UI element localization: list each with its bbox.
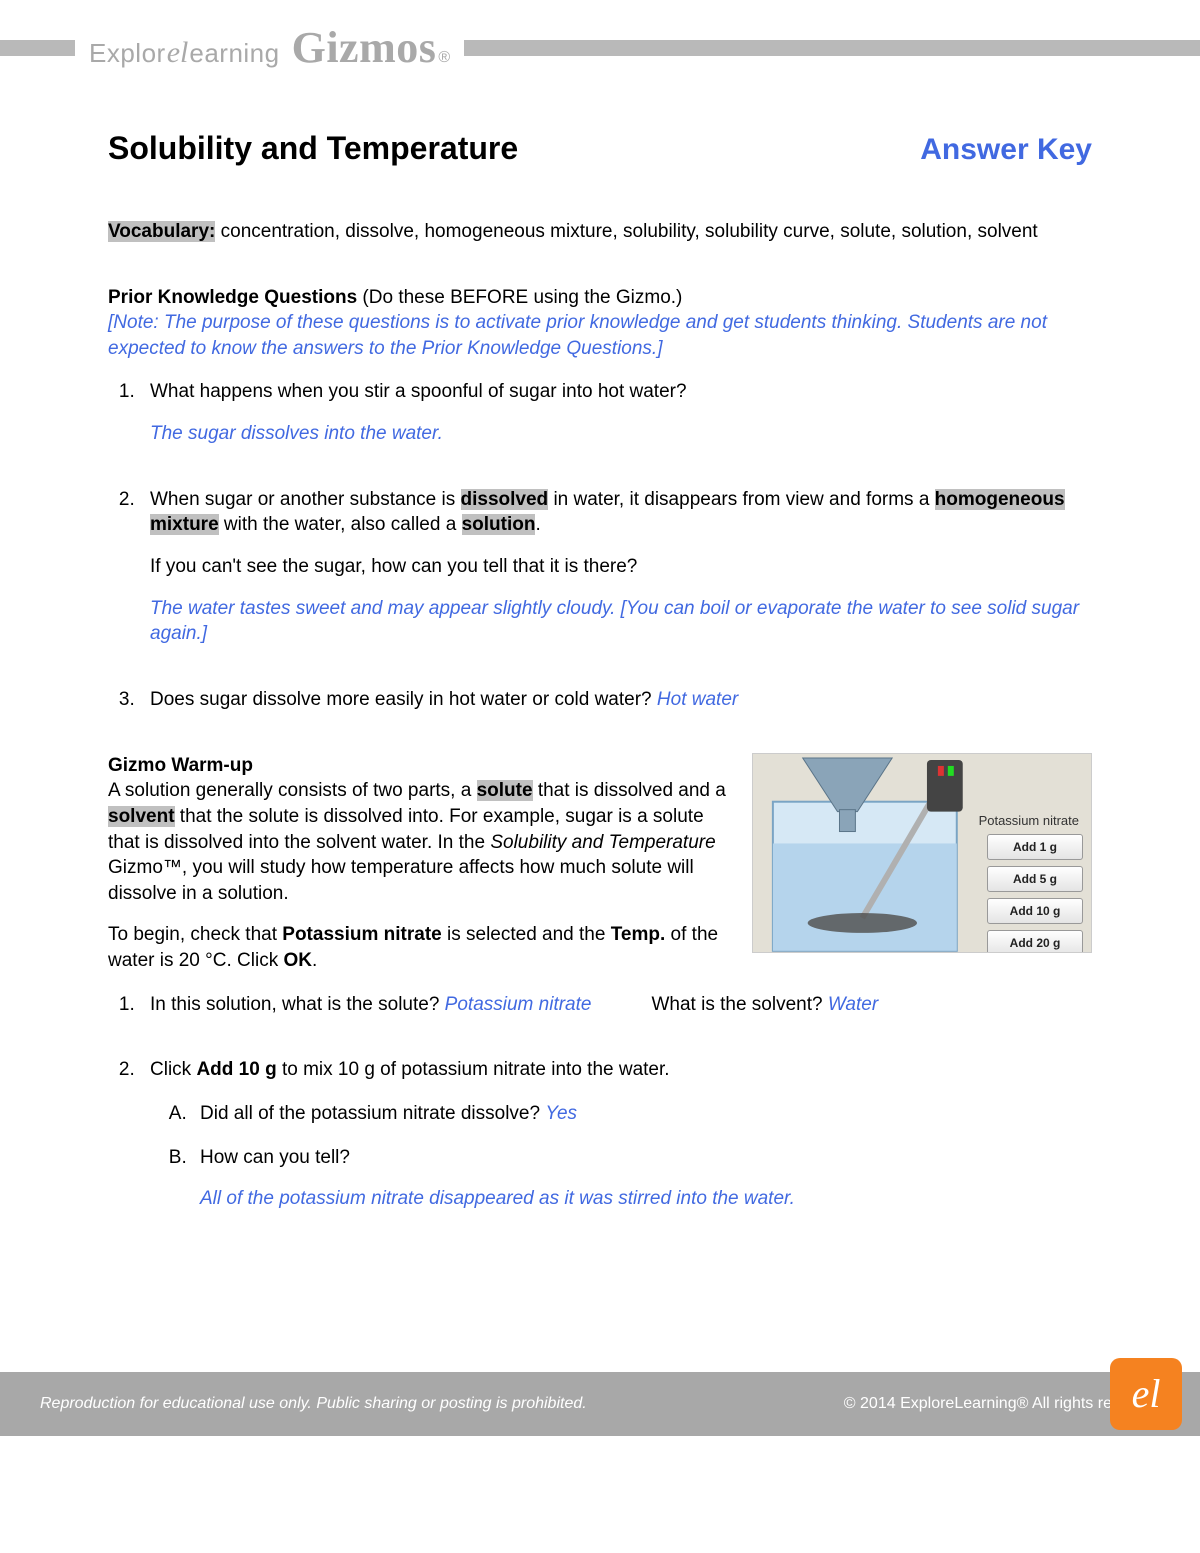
pkq2-pre: When sugar or another substance is bbox=[150, 489, 461, 510]
add-10g-button[interactable]: Add 10 g bbox=[987, 898, 1083, 924]
warmup-q2-sublist: Did all of the potassium nitrate dissolv… bbox=[150, 1101, 1092, 1212]
brand-logo: Explor el earning Gizmos ® bbox=[89, 18, 450, 77]
brand-learning: earning bbox=[189, 36, 279, 71]
footer: Reproduction for educational use only. P… bbox=[0, 1372, 1200, 1436]
wq2b-a: All of the potassium nitrate disappeared… bbox=[200, 1186, 1092, 1212]
pkq2-answer: The water tastes sweet and may appear sl… bbox=[150, 596, 1092, 647]
warmup-p1a: A solution generally consists of two par… bbox=[108, 780, 477, 801]
vocabulary-section: Vocabulary: concentration, dissolve, hom… bbox=[108, 219, 1092, 245]
warmup-q2a: Did all of the potassium nitrate dissolv… bbox=[192, 1101, 1092, 1127]
wq2-pre: Click bbox=[150, 1059, 196, 1080]
pkq-note: [Note: The purpose of these questions is… bbox=[108, 310, 1092, 361]
vocabulary-terms: concentration, dissolve, homogeneous mix… bbox=[215, 221, 1037, 242]
pkq2-mid2: with the water, also called a bbox=[219, 514, 462, 535]
header-bar-left bbox=[0, 40, 75, 56]
pkq1-question: What happens when you stir a spoonful of… bbox=[150, 379, 1092, 405]
wq1-solvent-a: Water bbox=[828, 994, 878, 1015]
footer-left: Reproduction for educational use only. P… bbox=[40, 1393, 587, 1415]
warmup-section: Gizmo Warm-up A solution generally consi… bbox=[108, 753, 1092, 1212]
pkq3-answer: Hot water bbox=[657, 689, 738, 710]
wq1-solvent-q: What is the solvent? bbox=[651, 994, 827, 1015]
pkq-item-2: When sugar or another substance is disso… bbox=[140, 487, 1092, 647]
wq2b-q: How can you tell? bbox=[200, 1145, 1092, 1171]
pkq3-question: Does sugar dissolve more easily in hot w… bbox=[150, 689, 657, 710]
footer-badge-icon: el bbox=[1110, 1358, 1182, 1430]
brand-registered: ® bbox=[438, 47, 450, 69]
warmup-text: Gizmo Warm-up A solution generally consi… bbox=[108, 753, 730, 974]
prior-knowledge-section: Prior Knowledge Questions (Do these BEFO… bbox=[108, 285, 1092, 713]
warmup-q1-solvent: What is the solvent? Water bbox=[651, 992, 878, 1018]
pkq-sub: (Do these BEFORE using the Gizmo.) bbox=[357, 287, 682, 308]
warmup-q2-text: Click Add 10 g to mix 10 g of potassium … bbox=[150, 1057, 1092, 1083]
vocabulary-label: Vocabulary: bbox=[108, 221, 215, 242]
warmup-b3: OK bbox=[283, 950, 312, 971]
pkq2-mid1: in water, it disappears from view and fo… bbox=[548, 489, 935, 510]
warmup-gizmo-name: Solubility and Temperature bbox=[490, 832, 715, 853]
warmup-p1d: Gizmo™, you will study how temperature a… bbox=[108, 857, 694, 904]
warmup-b1: Potassium nitrate bbox=[282, 924, 441, 945]
header-bar-right bbox=[464, 40, 1200, 56]
add-1g-button[interactable]: Add 1 g bbox=[987, 834, 1083, 860]
warmup-list: In this solution, what is the solute? Po… bbox=[108, 992, 1092, 1212]
warmup-b2: Temp. bbox=[611, 924, 666, 945]
warmup-heading: Gizmo Warm-up bbox=[108, 753, 730, 779]
warmup-q1-pair: In this solution, what is the solute? Po… bbox=[150, 992, 1092, 1018]
warmup-q2: Click Add 10 g to mix 10 g of potassium … bbox=[140, 1057, 1092, 1212]
title-row: Solubility and Temperature Answer Key bbox=[108, 127, 1092, 171]
pkq-item-3: Does sugar dissolve more easily in hot w… bbox=[140, 687, 1092, 713]
warmup-p2: To begin, check that Potassium nitrate i… bbox=[108, 922, 730, 973]
figure-buttons: Add 1 g Add 5 g Add 10 g Add 20 g bbox=[987, 834, 1083, 953]
warmup-hl-solvent: solvent bbox=[108, 806, 175, 827]
pkq2-follow: If you can't see the sugar, how can you … bbox=[150, 554, 1092, 580]
pkq2-text: When sugar or another substance is disso… bbox=[150, 487, 1092, 538]
wq2a-q: Did all of the potassium nitrate dissolv… bbox=[200, 1103, 545, 1124]
pkq2-hl-solution: solution bbox=[462, 514, 536, 535]
warmup-p1: A solution generally consists of two par… bbox=[108, 778, 730, 906]
header-banner: Explor el earning Gizmos ® bbox=[0, 0, 1200, 87]
brand-gizmos: Gizmos bbox=[292, 18, 437, 77]
pkq1-answer: The sugar dissolves into the water. bbox=[150, 421, 1092, 447]
wq1-solute-q: In this solution, what is the solute? bbox=[150, 994, 445, 1015]
warmup-q1-solute: In this solution, what is the solute? Po… bbox=[150, 992, 591, 1018]
pkq2-hl-dissolved: dissolved bbox=[461, 489, 549, 510]
warmup-p2a: To begin, check that bbox=[108, 924, 282, 945]
wq2-bold: Add 10 g bbox=[196, 1059, 276, 1080]
pkq-heading-row: Prior Knowledge Questions (Do these BEFO… bbox=[108, 285, 1092, 311]
warmup-p2d: . bbox=[312, 950, 317, 971]
page-title: Solubility and Temperature bbox=[108, 127, 518, 170]
add-20g-button[interactable]: Add 20 g bbox=[987, 930, 1083, 952]
wq2-post: to mix 10 g of potassium nitrate into th… bbox=[277, 1059, 670, 1080]
brand-explore: Explor bbox=[89, 36, 166, 71]
pkq-heading: Prior Knowledge Questions bbox=[108, 287, 357, 308]
pkq-item-1: What happens when you stir a spoonful of… bbox=[140, 379, 1092, 446]
page-content: Solubility and Temperature Answer Key Vo… bbox=[0, 87, 1200, 1312]
gizmo-figure: Potassium nitrate Add 1 g Add 5 g Add 10… bbox=[752, 753, 1092, 953]
wq2a-a: Yes bbox=[545, 1103, 577, 1124]
answer-key-label: Answer Key bbox=[920, 130, 1092, 171]
warmup-p1b: that is dissolved and a bbox=[533, 780, 726, 801]
pkq-list: What happens when you stir a spoonful of… bbox=[108, 379, 1092, 712]
wq1-solute-a: Potassium nitrate bbox=[445, 994, 592, 1015]
pkq2-end: . bbox=[535, 514, 540, 535]
add-5g-button[interactable]: Add 5 g bbox=[987, 866, 1083, 892]
warmup-q2b: How can you tell? All of the potassium n… bbox=[192, 1145, 1092, 1212]
warmup-wrap: Gizmo Warm-up A solution generally consi… bbox=[108, 753, 1092, 974]
figure-label: Potassium nitrate bbox=[979, 812, 1079, 830]
warmup-p2b: is selected and the bbox=[442, 924, 611, 945]
brand-el-icon: el bbox=[167, 33, 189, 74]
warmup-q1: In this solution, what is the solute? Po… bbox=[140, 992, 1092, 1018]
warmup-hl-solute: solute bbox=[477, 780, 533, 801]
